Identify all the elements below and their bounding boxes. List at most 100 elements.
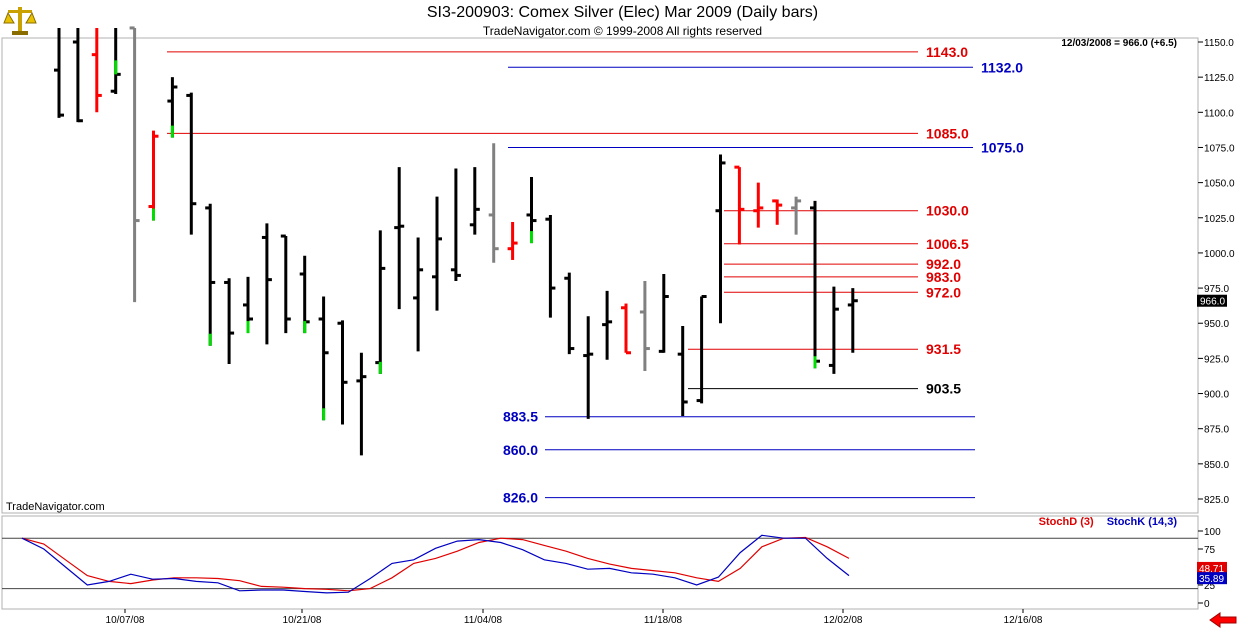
ohlc-bar (526, 176, 537, 244)
ohlc-bar (243, 276, 253, 334)
date-tick-label: 12/02/08 (824, 615, 863, 626)
ohlc-bar (791, 196, 802, 235)
watermark-text: TradeNavigator.com (6, 501, 105, 513)
scroll-left-arrow-icon[interactable] (1208, 612, 1238, 628)
chart-title: SI3-200903: Comex Silver (Elec) Mar 2009… (426, 4, 819, 21)
ohlc-bar (715, 154, 726, 324)
ohlc-bar (753, 182, 764, 228)
ohlc-bar (469, 167, 480, 235)
price-tick-label: 1050.0 (1204, 179, 1235, 190)
level-label: 1143.0 (926, 44, 968, 60)
price-tick-label: 875.0 (1204, 425, 1229, 436)
level-label: 1132.0 (981, 59, 1023, 75)
price-tick-label: 1100.0 (1204, 108, 1234, 119)
ohlc-bar (299, 255, 310, 334)
ohlc-bar (772, 199, 783, 225)
date-tick-label: 11/04/08 (464, 615, 503, 626)
price-tick-label: 850.0 (1204, 460, 1229, 471)
ohlc-bar (110, 27, 121, 95)
ohlc-bar (394, 167, 405, 310)
scales-icon[interactable] (3, 3, 37, 37)
stochk-line (21, 534, 850, 594)
stochk-last-box (1197, 572, 1227, 585)
price-tick-label: 975.0 (1204, 284, 1229, 295)
price-tick-label: 1075.0 (1204, 143, 1235, 154)
ohlc-bar (639, 281, 650, 372)
stoch-tick-label: 100 (1204, 527, 1221, 538)
ohlc-bar (91, 27, 102, 113)
ohlc-bar (205, 203, 216, 346)
price-tick-label: 1125.0 (1204, 73, 1234, 84)
level-label: 931.5 (926, 341, 961, 357)
ohlc-bar (658, 274, 669, 353)
ohlc-bar (167, 77, 178, 138)
ohlc-bar (734, 165, 745, 245)
price-tick-label: 1025.0 (1204, 214, 1235, 225)
level-label: 1030.0 (926, 203, 969, 219)
stoch-tick-label: 75 (1204, 545, 1216, 556)
last-quote-text: 12/03/2008 = 966.0 (+6.5) (1061, 38, 1177, 49)
price-tick-label: 1000.0 (1204, 249, 1235, 260)
ohlc-bar (54, 27, 64, 118)
date-tick-label: 10/07/08 (106, 615, 145, 626)
ohlc-bar (847, 288, 858, 353)
level-label: 1085.0 (926, 125, 969, 141)
date-tick-label: 11/18/08 (644, 615, 683, 626)
ohlc-bar (375, 230, 386, 374)
ohlc-bar (280, 234, 291, 334)
ohlc-bar (564, 272, 575, 355)
ohlc-bar (488, 143, 499, 263)
stochk-last-label: 35.89 (1199, 574, 1224, 585)
price-tick-label: 825.0 (1204, 495, 1229, 506)
date-tick-label: 12/16/08 (1004, 615, 1043, 626)
ohlc-bar (413, 237, 424, 352)
ohlc-bar (621, 303, 631, 355)
stochd-last-box (1197, 561, 1227, 574)
level-label: 992.0 (926, 256, 961, 272)
date-tick-label: 10/21/08 (283, 615, 322, 626)
ohlc-bar (129, 26, 140, 303)
price-tick-label: 1150.0 (1204, 38, 1234, 49)
level-label: 903.5 (926, 381, 961, 397)
legend-stochk: StochK (14,3) (1106, 516, 1177, 528)
ohlc-bar (224, 278, 235, 365)
ohlc-bar (545, 214, 556, 318)
ohlc-bar (261, 223, 272, 345)
level-label: 883.5 (503, 409, 538, 425)
level-label: 983.0 (926, 269, 961, 285)
price-tick-label: 900.0 (1204, 390, 1229, 401)
level-label: 860.0 (503, 442, 538, 458)
stochd-last-label: 48.71 (1199, 564, 1224, 575)
ohlc-bar (507, 221, 518, 260)
ohlc-bar (810, 200, 820, 369)
ohlc-bar (450, 168, 461, 282)
ohlc-bar (318, 296, 329, 421)
stochastic-panel (1, 515, 1199, 610)
stochastic-legend: StochD (3) StochK (14,3) (1039, 516, 1177, 528)
ohlc-bar (148, 130, 159, 221)
ohlc-bar (432, 196, 442, 311)
ohlc-bar (72, 27, 83, 123)
stoch-tick-label: 25 (1204, 581, 1216, 592)
ohlc-bar (677, 326, 688, 417)
ohlc-bar (337, 320, 348, 425)
level-label: 826.0 (503, 490, 538, 506)
last-price-box (1197, 294, 1227, 307)
ohlc-bar (186, 92, 197, 235)
ohlc-bar (696, 295, 707, 404)
copyright-text: TradeNavigator.com © 1999-2008 All right… (482, 24, 763, 38)
price-tick-label: 925.0 (1204, 354, 1229, 365)
ohlc-bar (356, 352, 367, 456)
legend-stochd: StochD (3) (1038, 516, 1094, 528)
level-label: 972.0 (926, 284, 961, 300)
ohlc-bar (602, 290, 613, 360)
price-panel (1, 37, 1199, 514)
price-tick-label: 950.0 (1204, 319, 1229, 330)
last-price-label: 966.0 (1200, 297, 1225, 308)
ohlc-bar (828, 286, 839, 374)
ohlc-bar (583, 316, 594, 419)
level-label: 1006.5 (926, 236, 969, 252)
stoch-tick-label: 0 (1204, 599, 1210, 610)
